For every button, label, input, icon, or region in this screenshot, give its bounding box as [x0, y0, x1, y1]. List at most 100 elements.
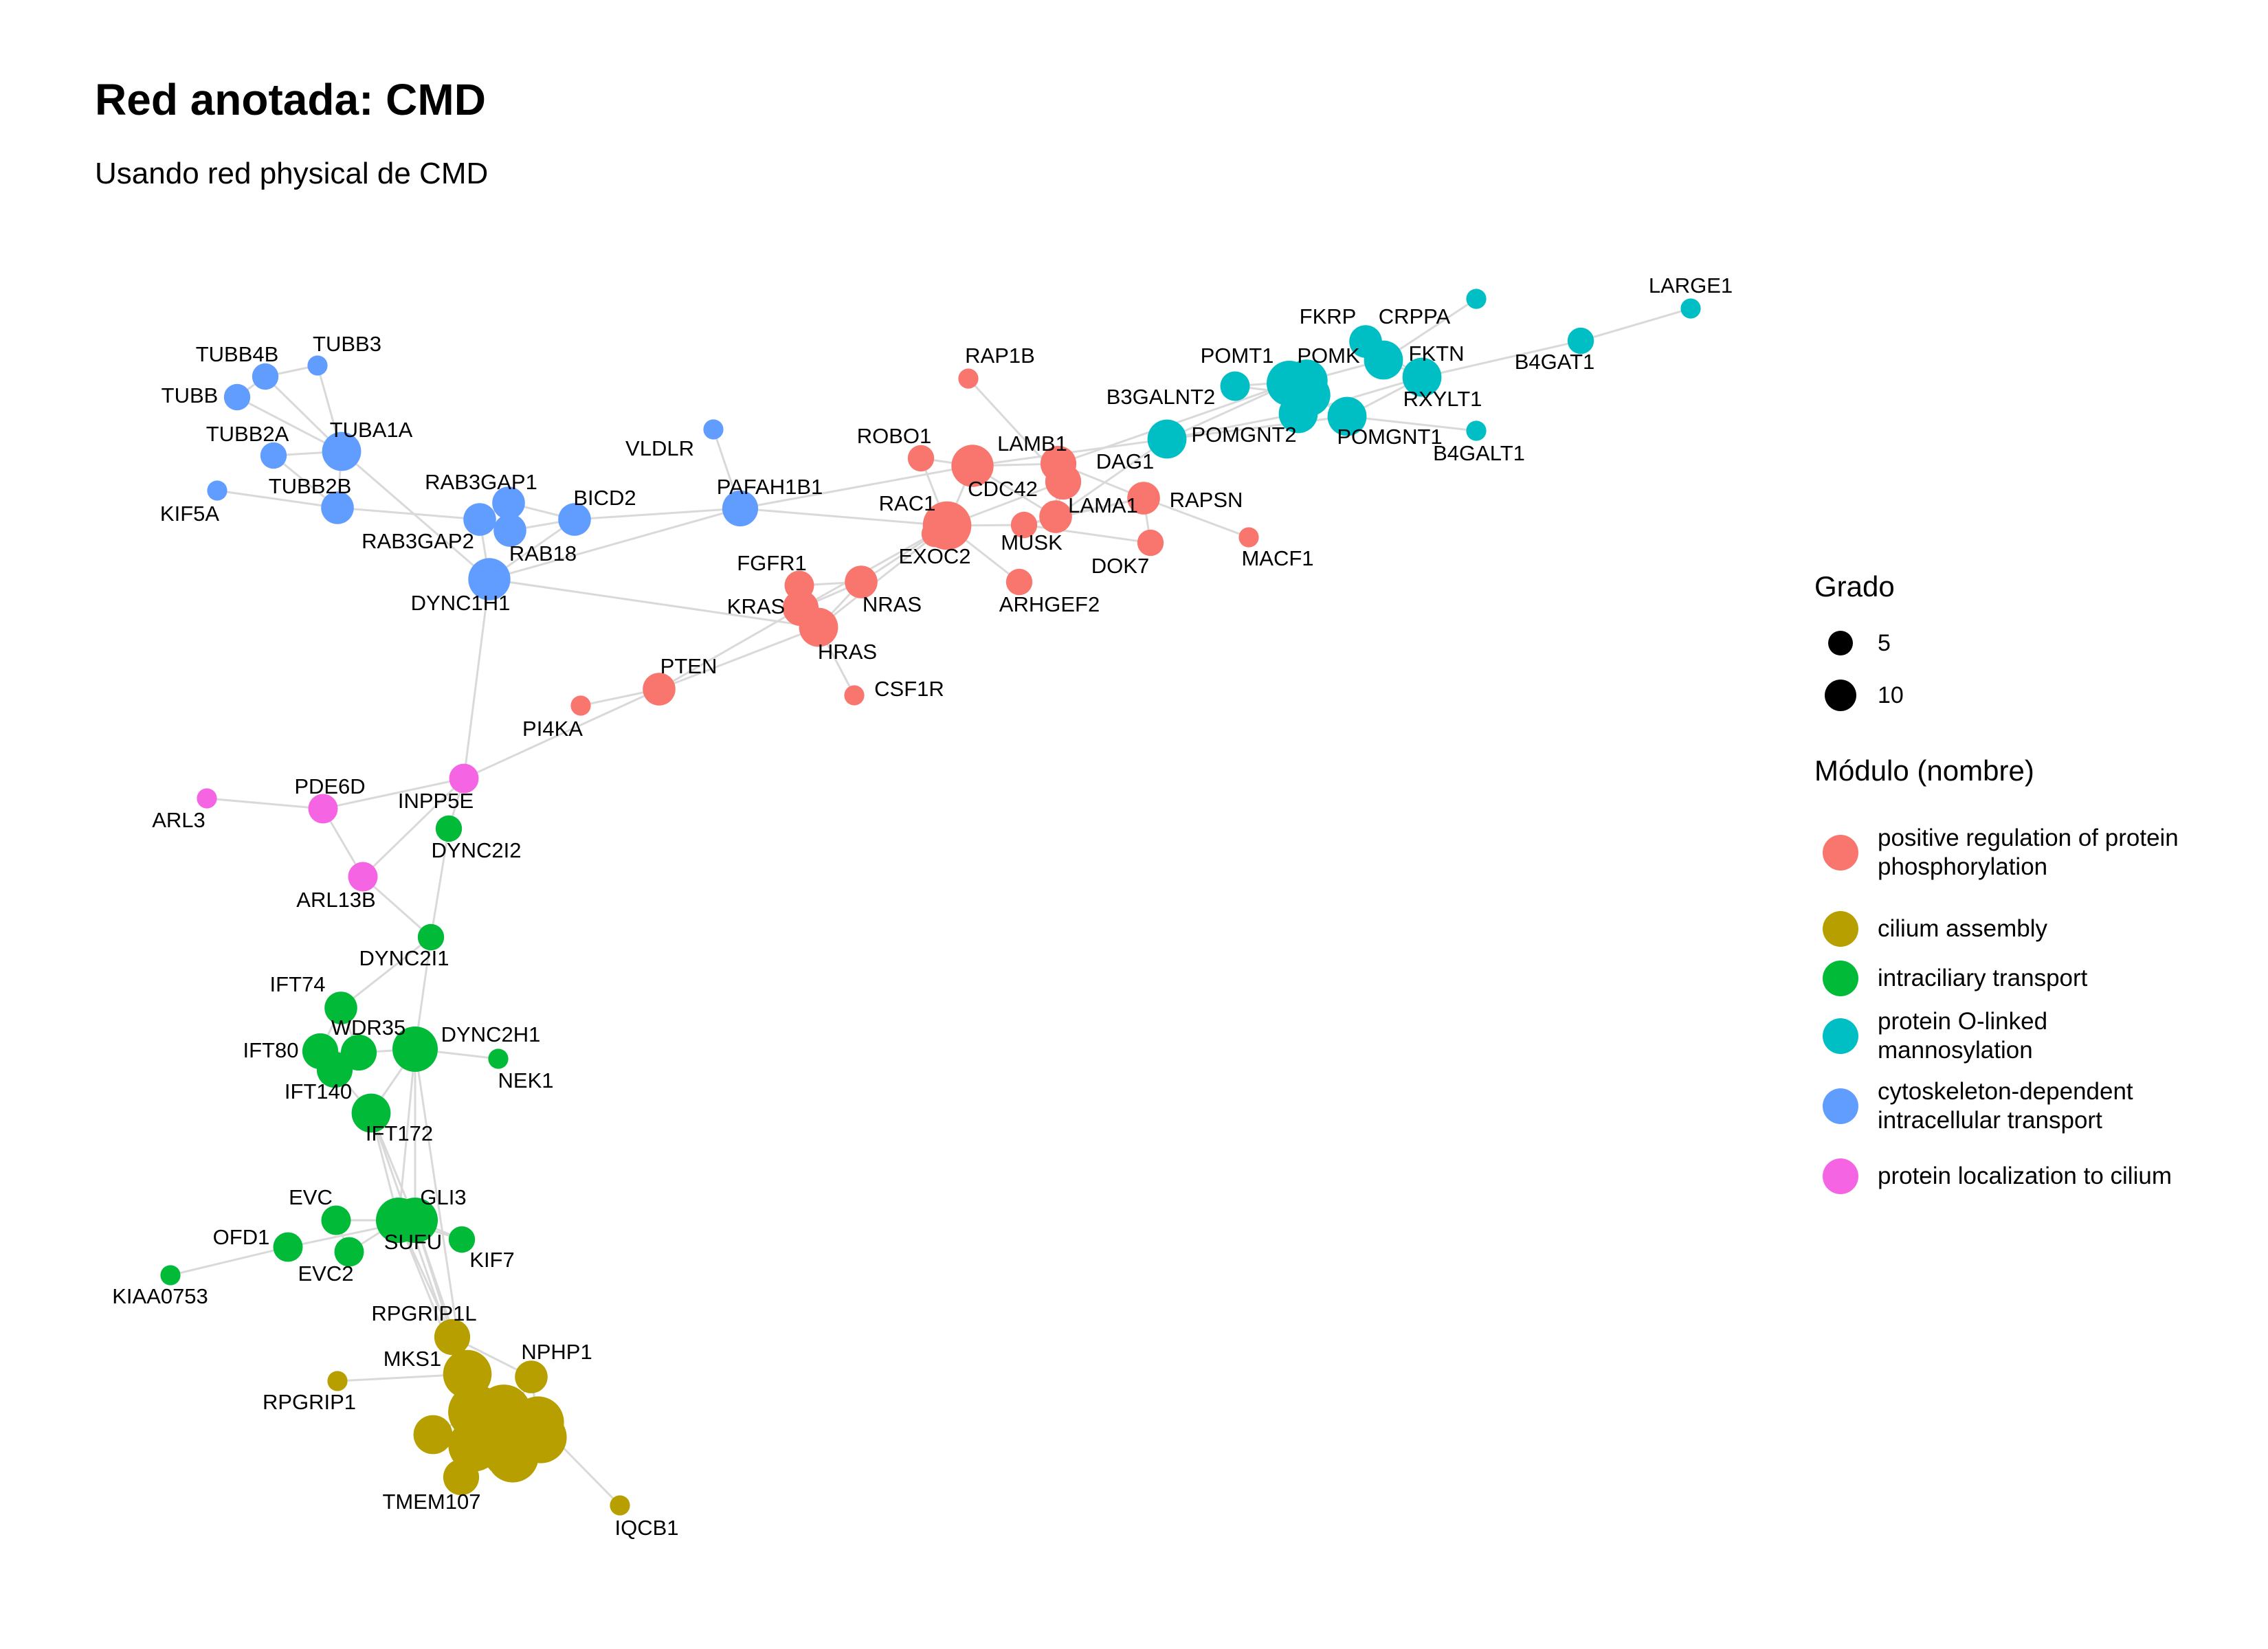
legend-module-label: cytoskeleton-dependent intracellular tra… — [1878, 1078, 2133, 1134]
node-label: DAG1 — [1096, 449, 1154, 473]
node-musk — [1010, 511, 1038, 539]
node-dync2i2 — [435, 815, 463, 842]
node-vldlr — [703, 419, 724, 440]
node-tubb3 — [307, 355, 328, 376]
edge — [658, 607, 801, 691]
node-label: BICD2 — [573, 486, 636, 510]
chart-title: Red anotada: CMD — [95, 75, 486, 124]
node-label: DYNC2I1 — [359, 946, 449, 970]
edge — [740, 464, 973, 510]
legend-module-swatch — [1823, 1088, 1858, 1124]
node-label: TUBB2B — [269, 474, 352, 498]
node-nras — [845, 565, 878, 598]
edge — [236, 396, 342, 453]
node-fktn — [1402, 357, 1442, 397]
node-label: NPHP1 — [521, 1340, 592, 1364]
node-pten — [643, 673, 676, 706]
node-robo1 — [907, 445, 935, 472]
node-dync2i1 — [417, 923, 445, 951]
legend-size-label: 5 — [1878, 629, 1891, 656]
legend-module-swatch — [1823, 1018, 1858, 1054]
legend-module-label: cilium assembly — [1878, 915, 2047, 942]
network-graph: TUBB4B TUBB3 TUBB TUBB2A TUBA1A KIF5A TUBB2B RA… — [112, 273, 1733, 1540]
node-evc — [321, 1205, 351, 1235]
node-nek1 — [488, 1048, 509, 1069]
node-rap1b — [958, 368, 979, 389]
node-label: MACF1 — [1241, 546, 1313, 570]
node-b4galt1 — [1466, 420, 1487, 441]
legend-module-title: Módulo (nombre) — [1814, 754, 2034, 787]
edge — [1166, 415, 1348, 440]
node-label: B4GAT1 — [1515, 350, 1595, 374]
node-label: RAB3GAP1 — [425, 470, 537, 494]
node-rab3gap1 — [492, 486, 525, 519]
node-label: IFT140 — [285, 1079, 352, 1103]
node-pde6d — [308, 794, 338, 824]
label-layer: TUBB4B TUBB3 TUBB TUBB2A TUBA1A KIF5A TUBB2B RA… — [112, 273, 1733, 1540]
edge — [1421, 339, 1581, 379]
node-bicd2 — [558, 503, 591, 536]
node-kif7 — [448, 1226, 476, 1253]
legend-module-label: protein localization to cilium — [1878, 1163, 2172, 1189]
edge — [362, 777, 465, 878]
legend-module-item: positive regulation of protein phosphory… — [1814, 801, 2201, 904]
edge — [216, 489, 338, 509]
node-ift74 — [324, 991, 357, 1024]
node-label: ARL3 — [152, 808, 205, 832]
node-label: IFT80 — [243, 1038, 299, 1062]
legend-size: Grado 5 10 — [1814, 570, 2201, 721]
edge — [1143, 497, 1249, 539]
legend-module-item: protein O-linked mannosylation — [1814, 1003, 2201, 1069]
node-evc2 — [334, 1237, 364, 1267]
node-tubb2b — [321, 491, 354, 524]
node-label: IFT74 — [270, 972, 326, 996]
edge — [430, 828, 450, 938]
edge — [658, 626, 819, 691]
edge — [489, 578, 819, 629]
edge — [397, 1048, 416, 1221]
legend-size-item: 10 — [1814, 669, 2201, 721]
node-label: ARHGEF2 — [999, 592, 1100, 616]
node-rxylt1 — [1278, 394, 1318, 434]
legend-size-dot — [1828, 631, 1853, 655]
node-label: VLDLR — [625, 436, 694, 460]
node-nphp1 — [515, 1360, 548, 1393]
node-label: RAP1B — [965, 344, 1035, 368]
legend-module-swatch — [1823, 835, 1858, 871]
node-pomgnt1 — [1327, 396, 1367, 436]
node-rab3gap2 — [463, 503, 496, 536]
node-label: KIF7 — [469, 1248, 514, 1272]
node-label: FKRP — [1300, 304, 1357, 328]
node-label: RAB18 — [509, 541, 577, 565]
node-label: DYNC1H1 — [411, 591, 511, 615]
node-label: TUBB — [162, 383, 219, 407]
node-label: EXOC2 — [898, 544, 970, 568]
node-label: EVC2 — [298, 1261, 354, 1286]
legend-size-title: Grado — [1814, 570, 1895, 603]
edge — [463, 579, 491, 779]
node-label: DOK7 — [1091, 554, 1149, 578]
node-iqcb1 — [610, 1495, 630, 1516]
node-tubb2a — [260, 442, 287, 469]
node-label: INPP5E — [398, 789, 474, 813]
node-hras — [799, 607, 838, 647]
node-label: TUBA1A — [330, 418, 413, 442]
node-cdc42 — [1045, 463, 1082, 500]
node-label: FKTN — [1409, 341, 1465, 366]
node-csf1r — [844, 685, 865, 706]
node-dync2h1 — [392, 1027, 438, 1072]
legend-module-swatch — [1823, 961, 1858, 996]
node-label: DYNC2H1 — [441, 1022, 541, 1046]
node-dok7 — [1137, 529, 1164, 557]
node-ift140 — [316, 1051, 353, 1088]
node-macf1 — [1238, 527, 1259, 548]
node-label: NRAS — [863, 592, 922, 616]
node-label: PAFAH1B1 — [717, 475, 823, 499]
node-label: HRAS — [818, 640, 877, 664]
node-label: GLI3 — [420, 1185, 466, 1209]
edge — [1166, 412, 1299, 440]
node-label: CSF1R — [874, 677, 944, 701]
node-label: WDR35 — [331, 1016, 406, 1040]
node-label: TUBB2A — [206, 422, 289, 446]
node-label: LAMB1 — [997, 431, 1067, 456]
